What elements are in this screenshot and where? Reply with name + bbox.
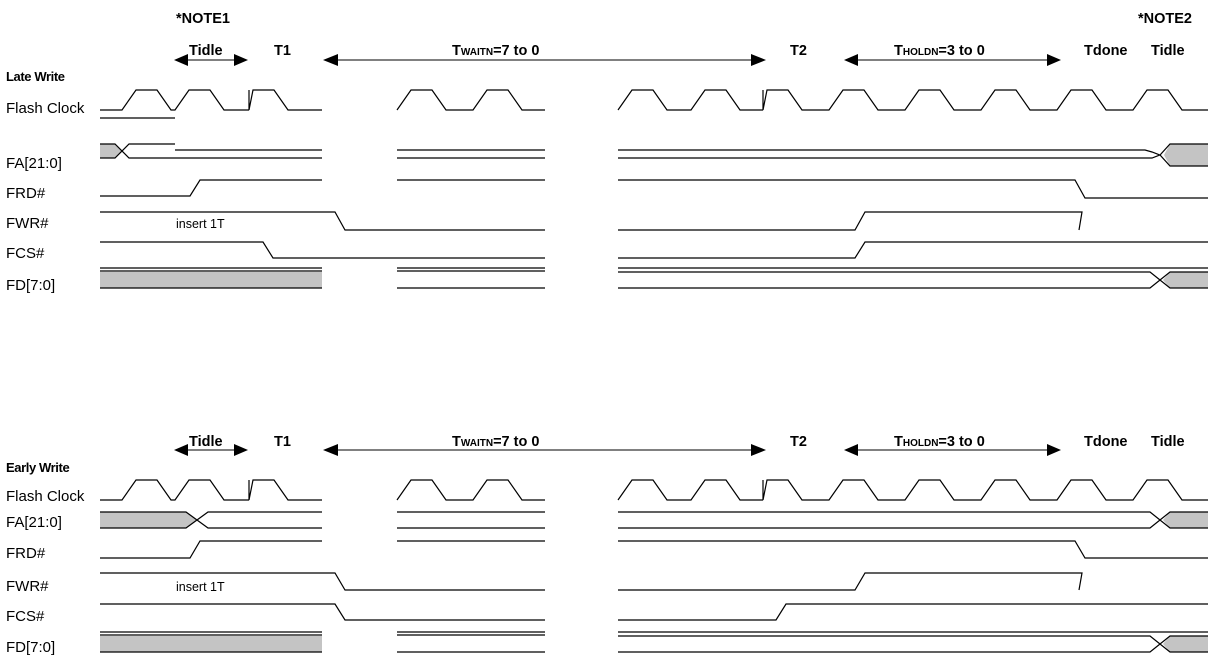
header-t1: T1 <box>274 434 291 450</box>
section-title: Late Write <box>6 69 65 84</box>
fa-bus <box>100 143 1208 167</box>
fd-bus <box>100 631 1208 653</box>
tidle-arrow <box>174 444 248 456</box>
header-tdone: Tdone <box>1084 43 1128 59</box>
header-t2: T2 <box>790 434 807 450</box>
signal-fa: FA[21:0] <box>6 155 62 172</box>
signal-fa: FA[21:0] <box>6 514 62 531</box>
header-twait: TWAITN=7 to 0 <box>452 43 539 59</box>
twait-arrow <box>323 54 766 66</box>
fd-bus <box>100 267 1208 289</box>
signal-fcs: FCS# <box>6 608 45 625</box>
signal-frd: FRD# <box>6 545 46 562</box>
signal-frd: FRD# <box>6 185 46 202</box>
insert-1t-note: insert 1T <box>176 217 225 231</box>
header-tidle: Tidle <box>189 43 223 59</box>
frd-wave <box>100 179 1208 199</box>
note2-label: *NOTE2 <box>1138 11 1192 27</box>
header-thold: THOLDN=3 to 0 <box>894 43 985 59</box>
tidle-arrow <box>174 54 248 66</box>
flash-clock-wave <box>100 479 1208 501</box>
flash-clock-wave <box>100 89 1208 111</box>
header-tidle: Tidle <box>189 434 223 450</box>
note1-label: *NOTE1 <box>176 11 230 27</box>
header-thold: THOLDN=3 to 0 <box>894 434 985 450</box>
signal-fcs: FCS# <box>6 245 45 262</box>
late-write-section: Late Write Tidle T1 TWAITN=7 to 0 T2 THO… <box>6 43 1208 294</box>
header-t2: T2 <box>790 43 807 59</box>
early-write-section: Early Write Tidle T1 TWAITN=7 to 0 T2 TH… <box>6 434 1208 656</box>
signal-fd: FD[7:0] <box>6 277 55 294</box>
signal-flash-clock: Flash Clock <box>6 100 85 117</box>
thold-arrow <box>844 54 1061 66</box>
header-twait: TWAITN=7 to 0 <box>452 434 539 450</box>
header-tdone: Tdone <box>1084 434 1128 450</box>
header-tidle-right: Tidle <box>1151 434 1185 450</box>
signal-fwr: FWR# <box>6 578 49 595</box>
header-tidle-right: Tidle <box>1151 43 1185 59</box>
fa-bus <box>100 511 1208 529</box>
fwr-wave <box>100 572 1083 591</box>
insert-1t-note: insert 1T <box>176 580 225 594</box>
fcs-wave <box>100 241 1208 259</box>
frd-wave <box>100 540 1208 559</box>
signal-fd: FD[7:0] <box>6 639 55 656</box>
signal-fwr: FWR# <box>6 215 49 232</box>
twait-arrow <box>323 444 766 456</box>
thold-arrow <box>844 444 1061 456</box>
fcs-wave <box>100 603 1208 621</box>
signal-flash-clock: Flash Clock <box>6 488 85 505</box>
section-title: Early Write <box>6 460 69 475</box>
header-t1: T1 <box>274 43 291 59</box>
fwr-wave <box>100 211 1083 231</box>
